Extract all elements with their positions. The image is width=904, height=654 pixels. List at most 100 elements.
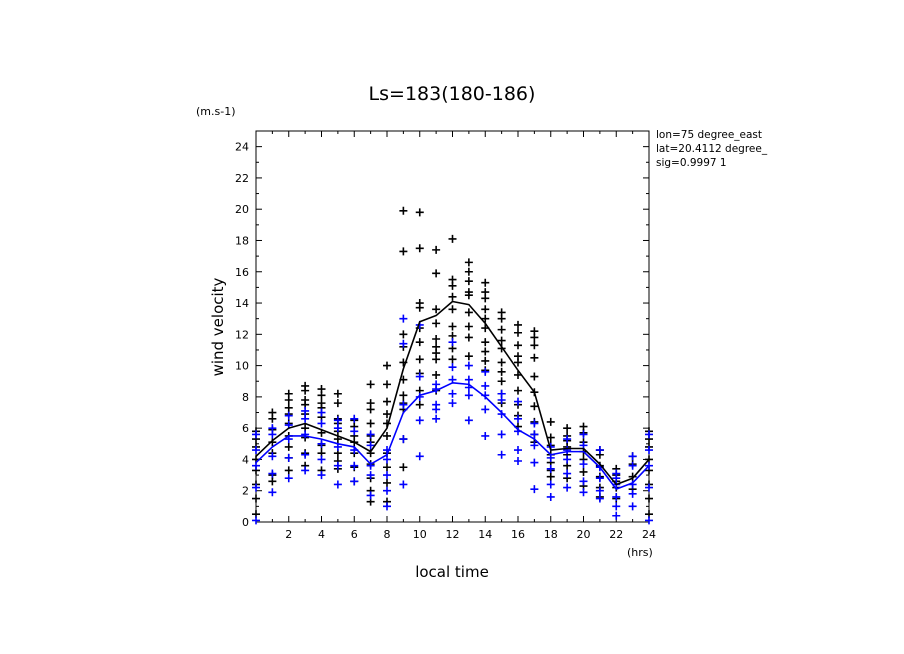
y-tick-label: 0: [242, 516, 249, 529]
scatter-point-1: [432, 305, 441, 314]
scatter-point-2: [628, 502, 637, 511]
scatter-point-2: [350, 461, 359, 470]
scatter-point-2: [383, 471, 391, 480]
scatter-point-2: [301, 414, 310, 423]
scatter-point-1: [530, 327, 539, 336]
scatter-point-1: [481, 356, 490, 365]
scatter-point-2: [432, 380, 441, 389]
x-tick-label: 16: [511, 528, 525, 541]
scatter-point-2: [481, 381, 490, 390]
scatter-point-2: [514, 397, 522, 406]
scatter-point-2: [350, 477, 359, 486]
scatter-point-2: [530, 485, 539, 494]
scatter-point-2: [579, 488, 588, 497]
scatter-point-1: [530, 341, 539, 350]
scatter-point-1: [448, 275, 457, 284]
scatter-point-1: [497, 377, 506, 386]
scatter-point-1: [399, 463, 408, 472]
scatter-point-2: [530, 441, 539, 450]
scatter-point-2: [383, 502, 391, 511]
scatter-point-2: [464, 375, 473, 384]
scatter-point-1: [514, 352, 522, 361]
scatter-point-2: [612, 502, 621, 511]
scatter-point-1: [399, 391, 408, 400]
y-tick-label: 14: [235, 297, 249, 310]
scatter-point-1: [399, 206, 408, 215]
scatter-point-1: [383, 361, 391, 370]
scatter-point-2: [448, 399, 457, 408]
scatter-point-1: [514, 320, 522, 329]
scatter-point-1: [415, 355, 424, 364]
scatter-point-1: [497, 336, 506, 345]
y-tick-label: 8: [242, 391, 249, 404]
scatter-point-2: [317, 419, 326, 428]
scatter-point-2: [333, 480, 342, 489]
scatter-point-1: [481, 288, 490, 297]
scatter-point-1: [579, 467, 588, 476]
scatter-point-2: [252, 446, 260, 455]
series-line-2: [255, 382, 650, 490]
x-tick-label: 10: [413, 528, 427, 541]
scatter-point-1: [333, 399, 342, 408]
annotation-sig: sig=0.9997 1: [656, 157, 727, 169]
scatter-point-2: [464, 361, 473, 370]
scatter-point-1: [432, 342, 441, 351]
scatter-point-2: [432, 400, 441, 409]
scatter-point-2: [645, 483, 653, 492]
scatter-point-2: [333, 461, 342, 470]
y-tick-label: 2: [242, 485, 249, 498]
scatter-point-1: [464, 308, 473, 317]
scatter-point-1: [481, 305, 490, 314]
scatter-point-1: [497, 308, 506, 317]
y-tick-label: 12: [235, 328, 249, 341]
scatter-point-2: [579, 460, 588, 469]
scatter-point-2: [366, 471, 375, 480]
scatter-point-2: [252, 483, 260, 492]
y-unit-label: (m.s-1): [196, 105, 236, 118]
scatter-point-1: [432, 370, 441, 379]
scatter-point-2: [432, 414, 441, 423]
scatter-point-1: [284, 442, 293, 451]
scatter-point-2: [497, 410, 506, 419]
scatter-point-2: [464, 416, 473, 425]
y-tick-label: 4: [242, 453, 249, 466]
scatter-point-1: [399, 247, 408, 256]
scatter-point-1: [497, 325, 506, 334]
scatter-point-1: [448, 234, 457, 243]
x-axis-label: local time: [415, 563, 489, 581]
scatter-point-2: [595, 474, 604, 483]
scatter-point-1: [317, 385, 326, 394]
scatter-point-2: [546, 492, 555, 501]
scatter-point-1: [530, 402, 539, 411]
scatter-point-1: [464, 288, 473, 297]
x-tick-label: 12: [446, 528, 460, 541]
scatter-point-2: [514, 457, 522, 466]
scatter-point-2: [628, 489, 637, 498]
scatter-point-1: [284, 389, 293, 398]
scatter-point-1: [366, 380, 375, 389]
scatter-point-2: [546, 464, 555, 473]
scatter-point-1: [366, 419, 375, 428]
scatter-point-1: [415, 338, 424, 347]
scatter-point-2: [317, 455, 326, 464]
scatter-point-2: [252, 430, 260, 439]
scatter-point-1: [530, 372, 539, 381]
scatter-point-2: [514, 414, 522, 423]
scatter-point-1: [464, 267, 473, 276]
scatter-point-2: [415, 392, 424, 401]
scatter-point-1: [464, 352, 473, 361]
scatter-point-1: [301, 381, 310, 390]
scatter-point-1: [448, 355, 457, 364]
scatter-point-1: [301, 396, 310, 405]
scatter-point-1: [481, 338, 490, 347]
scatter-point-2: [284, 453, 293, 462]
scatter-point-1: [333, 389, 342, 398]
series-line-1: [255, 300, 650, 486]
scatter-point-2: [645, 516, 653, 525]
scatter-point-2: [546, 480, 555, 489]
scatter-point-1: [514, 386, 522, 395]
y-axis-label: wind velocity: [209, 277, 227, 376]
scatter-point-2: [612, 492, 621, 501]
scatter-point-2: [481, 367, 490, 376]
y-tick-label: 18: [235, 234, 249, 247]
